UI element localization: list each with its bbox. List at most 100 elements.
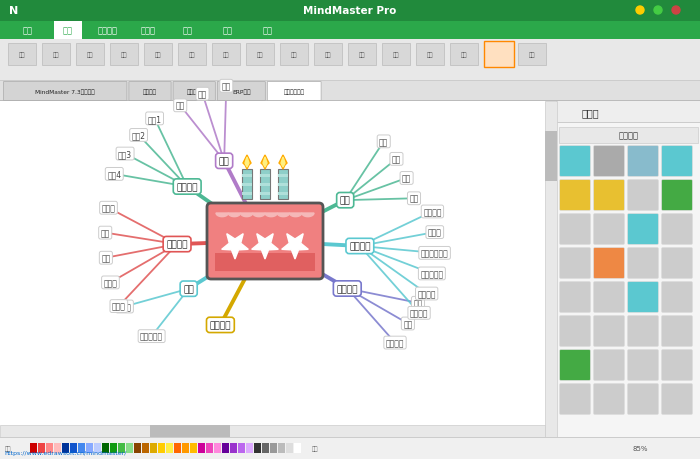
Text: 样式: 样式 xyxy=(427,52,433,58)
FancyBboxPatch shape xyxy=(594,248,624,279)
Bar xyxy=(286,443,293,453)
Text: 购买赠送品: 购买赠送品 xyxy=(420,269,443,278)
Bar xyxy=(198,443,205,453)
FancyBboxPatch shape xyxy=(627,146,659,177)
Text: https://www.edrawsoft.cn/mindmaster/: https://www.edrawsoft.cn/mindmaster/ xyxy=(4,450,127,455)
FancyBboxPatch shape xyxy=(559,316,591,347)
Text: 商务办公: 商务办公 xyxy=(619,131,638,140)
FancyBboxPatch shape xyxy=(173,82,216,101)
Bar xyxy=(260,170,270,200)
Bar xyxy=(62,443,69,453)
FancyBboxPatch shape xyxy=(662,146,692,177)
Bar xyxy=(348,44,376,66)
Bar xyxy=(158,443,165,453)
Polygon shape xyxy=(263,157,267,168)
FancyBboxPatch shape xyxy=(662,316,692,347)
Text: 活动2: 活动2 xyxy=(132,131,146,140)
Bar xyxy=(8,44,36,66)
Bar xyxy=(70,443,77,453)
Bar xyxy=(278,174,288,178)
Bar xyxy=(556,102,557,437)
Bar xyxy=(0,437,700,438)
Text: 主题: 主题 xyxy=(155,52,161,58)
Text: 并列: 并列 xyxy=(223,52,230,58)
FancyBboxPatch shape xyxy=(662,248,692,279)
FancyBboxPatch shape xyxy=(662,180,692,211)
Bar xyxy=(518,44,546,66)
Bar xyxy=(0,425,545,437)
Polygon shape xyxy=(243,156,251,170)
Text: 确认邀请名单: 确认邀请名单 xyxy=(421,249,449,258)
Bar xyxy=(126,443,133,453)
Polygon shape xyxy=(281,157,285,168)
Bar xyxy=(212,44,240,66)
Text: 许愿: 许愿 xyxy=(101,229,110,238)
Text: 其他: 其他 xyxy=(410,194,419,203)
Text: 蛋糕环节: 蛋糕环节 xyxy=(167,240,188,249)
Bar xyxy=(0,102,557,437)
FancyBboxPatch shape xyxy=(594,180,624,211)
Bar xyxy=(150,443,157,453)
FancyBboxPatch shape xyxy=(559,248,591,279)
Text: 关系: 关系 xyxy=(290,52,298,58)
Text: 食品: 食品 xyxy=(402,174,411,183)
Text: 标注: 标注 xyxy=(325,52,331,58)
Text: 回送礼物: 回送礼物 xyxy=(210,321,231,330)
Bar xyxy=(54,443,61,453)
Text: 状况: 状况 xyxy=(5,445,11,451)
Polygon shape xyxy=(265,213,277,217)
FancyBboxPatch shape xyxy=(594,214,624,245)
Bar xyxy=(144,44,172,66)
Polygon shape xyxy=(261,156,269,170)
Text: 高级: 高级 xyxy=(183,27,193,35)
Text: 帮助: 帮助 xyxy=(263,27,273,35)
FancyBboxPatch shape xyxy=(559,282,591,313)
Bar xyxy=(0,81,700,82)
Bar xyxy=(110,44,138,66)
Bar xyxy=(0,82,700,102)
Text: 碟盘: 碟盘 xyxy=(198,90,207,99)
Polygon shape xyxy=(302,213,314,217)
FancyBboxPatch shape xyxy=(559,180,591,211)
Text: 页面样式: 页面样式 xyxy=(98,27,118,35)
Bar xyxy=(78,443,85,453)
FancyBboxPatch shape xyxy=(559,384,591,414)
Text: 最近: 最近 xyxy=(312,445,318,451)
Bar xyxy=(110,443,117,453)
FancyBboxPatch shape xyxy=(627,214,659,245)
Text: 子主: 子主 xyxy=(189,52,195,58)
Bar xyxy=(450,44,478,66)
Text: 卫生清洁: 卫生清洁 xyxy=(417,290,436,298)
Bar xyxy=(246,44,274,66)
Bar xyxy=(262,443,269,453)
FancyBboxPatch shape xyxy=(627,350,659,381)
Bar xyxy=(206,443,213,453)
Bar xyxy=(260,193,270,196)
FancyBboxPatch shape xyxy=(4,82,127,101)
FancyBboxPatch shape xyxy=(267,82,321,101)
Bar xyxy=(142,443,149,453)
Bar xyxy=(222,443,229,453)
Text: 慧力生日派对: 慧力生日派对 xyxy=(284,89,304,95)
Text: ERP上线: ERP上线 xyxy=(232,89,251,95)
Bar xyxy=(260,174,270,178)
Bar xyxy=(254,443,261,453)
Circle shape xyxy=(636,7,644,15)
Text: 送离者: 送离者 xyxy=(118,302,132,311)
Text: 生日快乐: 生日快乐 xyxy=(386,338,405,347)
Bar xyxy=(314,44,342,66)
Polygon shape xyxy=(281,234,308,259)
Bar xyxy=(242,170,252,200)
Text: 切蛋糕: 切蛋糕 xyxy=(102,204,116,213)
Bar xyxy=(242,174,252,178)
Text: 地址: 地址 xyxy=(403,319,412,328)
FancyBboxPatch shape xyxy=(627,316,659,347)
Bar xyxy=(557,102,700,459)
Text: 插贝: 插贝 xyxy=(87,52,93,58)
Text: 图片: 图片 xyxy=(495,52,501,58)
Bar xyxy=(54,22,82,40)
Text: 页贴: 页贴 xyxy=(461,52,467,58)
Bar xyxy=(94,443,101,453)
FancyBboxPatch shape xyxy=(627,180,659,211)
Bar xyxy=(38,443,45,453)
